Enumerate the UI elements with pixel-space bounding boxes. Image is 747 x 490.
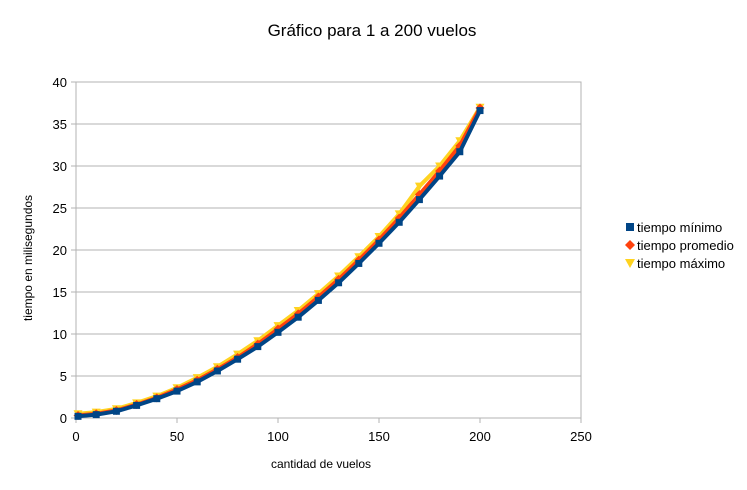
data-point: [153, 395, 161, 403]
legend-marker: [626, 223, 634, 231]
series-line: [76, 108, 482, 419]
data-point: [193, 378, 201, 386]
legend-label: tiempo promedio: [637, 238, 734, 253]
chart-title: Gráfico para 1 a 200 vuelos: [268, 21, 477, 40]
data-point: [74, 412, 82, 420]
series-line: [76, 106, 482, 418]
data-point: [395, 218, 403, 226]
series-tiempo-minimo: [74, 107, 484, 420]
y-tick-label: 10: [53, 327, 67, 342]
data-point: [415, 196, 423, 204]
legend: tiempo mínimo tiempo promedio tiempo máxim…: [625, 220, 734, 271]
legend-marker: [625, 259, 635, 268]
y-tick-label: 5: [60, 369, 67, 384]
data-point: [92, 411, 100, 419]
y-tick-label: 15: [53, 285, 67, 300]
legend-label: tiempo máximo: [637, 256, 725, 271]
x-tick-label: 250: [570, 429, 592, 444]
data-point: [254, 343, 262, 351]
data-point: [476, 107, 484, 115]
series-line: [76, 105, 482, 416]
data-point: [355, 259, 363, 267]
x-tick-label: 150: [368, 429, 390, 444]
x-tick-label: 100: [267, 429, 289, 444]
data-point: [173, 387, 181, 395]
data-point: [133, 401, 141, 409]
y-tick-label: 40: [53, 75, 67, 90]
data-point: [435, 162, 445, 171]
y-axis-label: tiempo en milisegundos: [21, 195, 35, 321]
x-tick-label: 50: [170, 429, 184, 444]
data-point: [414, 182, 424, 191]
series-tiempo-promedio: [73, 103, 485, 420]
series-tiempo-maximo: [73, 103, 485, 419]
data-point: [213, 367, 221, 375]
x-tick-label: 200: [469, 429, 491, 444]
legend-marker: [625, 240, 635, 250]
data-series: [73, 103, 485, 420]
plot-area-border: [75, 81, 582, 419]
y-tick-label: 20: [53, 243, 67, 258]
data-point: [436, 172, 444, 180]
x-axis-label: cantidad de vuelos: [271, 457, 371, 471]
data-point: [335, 279, 343, 287]
data-point: [274, 328, 282, 336]
grid-lines: [71, 81, 582, 423]
data-point: [234, 355, 242, 363]
legend-label: tiempo mínimo: [637, 220, 722, 235]
data-point: [314, 296, 322, 304]
y-tick-label: 30: [53, 159, 67, 174]
data-point: [294, 313, 302, 321]
y-tick-label: 35: [53, 117, 67, 132]
data-point: [456, 148, 464, 156]
y-tick-label: 0: [60, 411, 67, 426]
data-point: [112, 407, 120, 415]
y-tick-label: 25: [53, 201, 67, 216]
x-tick-label: 0: [72, 429, 79, 444]
y-axis-ticks: 0 5 10 15 20 25 30 35 40: [53, 75, 67, 426]
data-point: [375, 239, 383, 247]
x-axis-ticks: 0 50 100 150 200 250: [72, 429, 591, 444]
